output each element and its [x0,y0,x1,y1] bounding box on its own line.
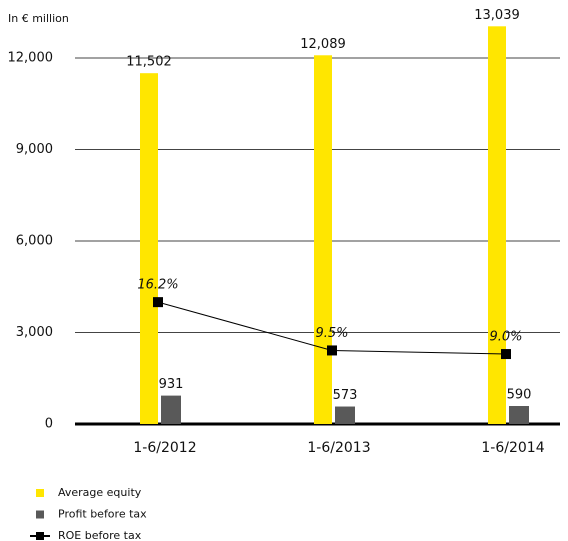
value-label: 9.5% [315,326,348,341]
x-tick-label: 1-6/2013 [307,440,370,456]
line-marker [501,349,511,360]
x-tick-label: 1-6/2012 [133,440,196,456]
bar [509,406,529,424]
legend-label: ROE before tax [58,529,142,541]
value-label: 9.0% [489,330,522,345]
value-label: 11,502 [126,55,172,70]
value-label: 590 [507,388,532,403]
line-marker [327,345,337,356]
value-label: 12,089 [300,37,346,52]
value-label: 573 [333,388,358,403]
legend-marker [36,532,44,540]
bar [140,73,158,425]
y-tick-label: 12,000 [8,51,54,66]
legend-label: Average equity [58,486,142,499]
legend-label: Profit before tax [58,508,147,521]
x-tick-label: 1-6/2014 [481,440,544,456]
bar [335,406,355,424]
value-label: 931 [159,377,184,392]
line-marker [153,297,163,308]
legend-swatch [36,489,44,497]
bar [161,395,181,424]
value-label: 13,039 [474,8,520,23]
y-axis-label: In € million [8,12,69,25]
bar [314,55,332,425]
y-tick-label: 6,000 [16,234,53,249]
bar [488,26,506,425]
y-tick-label: 3,000 [16,325,53,340]
y-tick-label: 0 [45,417,53,432]
value-label: 16.2% [137,278,178,293]
y-tick-label: 9,000 [16,142,53,157]
legend-swatch [36,510,44,519]
